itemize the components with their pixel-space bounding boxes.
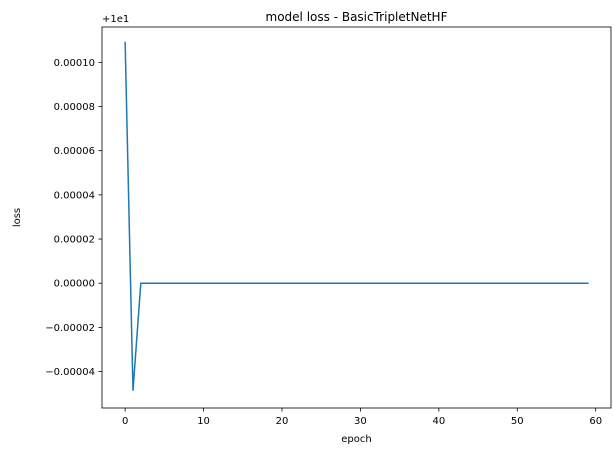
series-layer [124, 41, 589, 392]
x-tick-label: 50 [511, 416, 524, 427]
y-axis: −0.00004 −0.00002 0.00000 0.00002 0.00004 0.0… [45, 58, 102, 378]
x-tick-label: 60 [589, 416, 602, 427]
x-axis-label: epoch [341, 434, 371, 445]
y-tick-label: 0.00004 [54, 190, 95, 201]
y-tick-label: 0.00008 [54, 102, 95, 113]
x-tick-label: 10 [197, 416, 210, 427]
loss-line-series-0 [124, 41, 589, 392]
plot-frame [101, 26, 612, 409]
x-tick-label: 0 [122, 416, 128, 427]
y-axis-label: loss [12, 208, 23, 227]
x-axis: 0 10 20 30 40 50 60 [122, 408, 602, 427]
y-tick-label: 0.00002 [54, 235, 95, 246]
y-tick-label: 0.00000 [54, 279, 95, 290]
y-tick-label: −0.00004 [45, 367, 95, 378]
x-tick-label: 40 [432, 416, 445, 427]
plot-background [102, 27, 611, 408]
y-offset-label: +1e1 [102, 14, 129, 25]
y-tick-label: 0.00010 [54, 58, 95, 69]
x-tick-label: 20 [276, 416, 289, 427]
y-tick-label: −0.00002 [45, 323, 95, 334]
chart-title: model loss - BasicTripletNetHF [266, 10, 448, 24]
y-tick-label: 0.00006 [54, 146, 95, 157]
x-tick-label: 30 [354, 416, 367, 427]
